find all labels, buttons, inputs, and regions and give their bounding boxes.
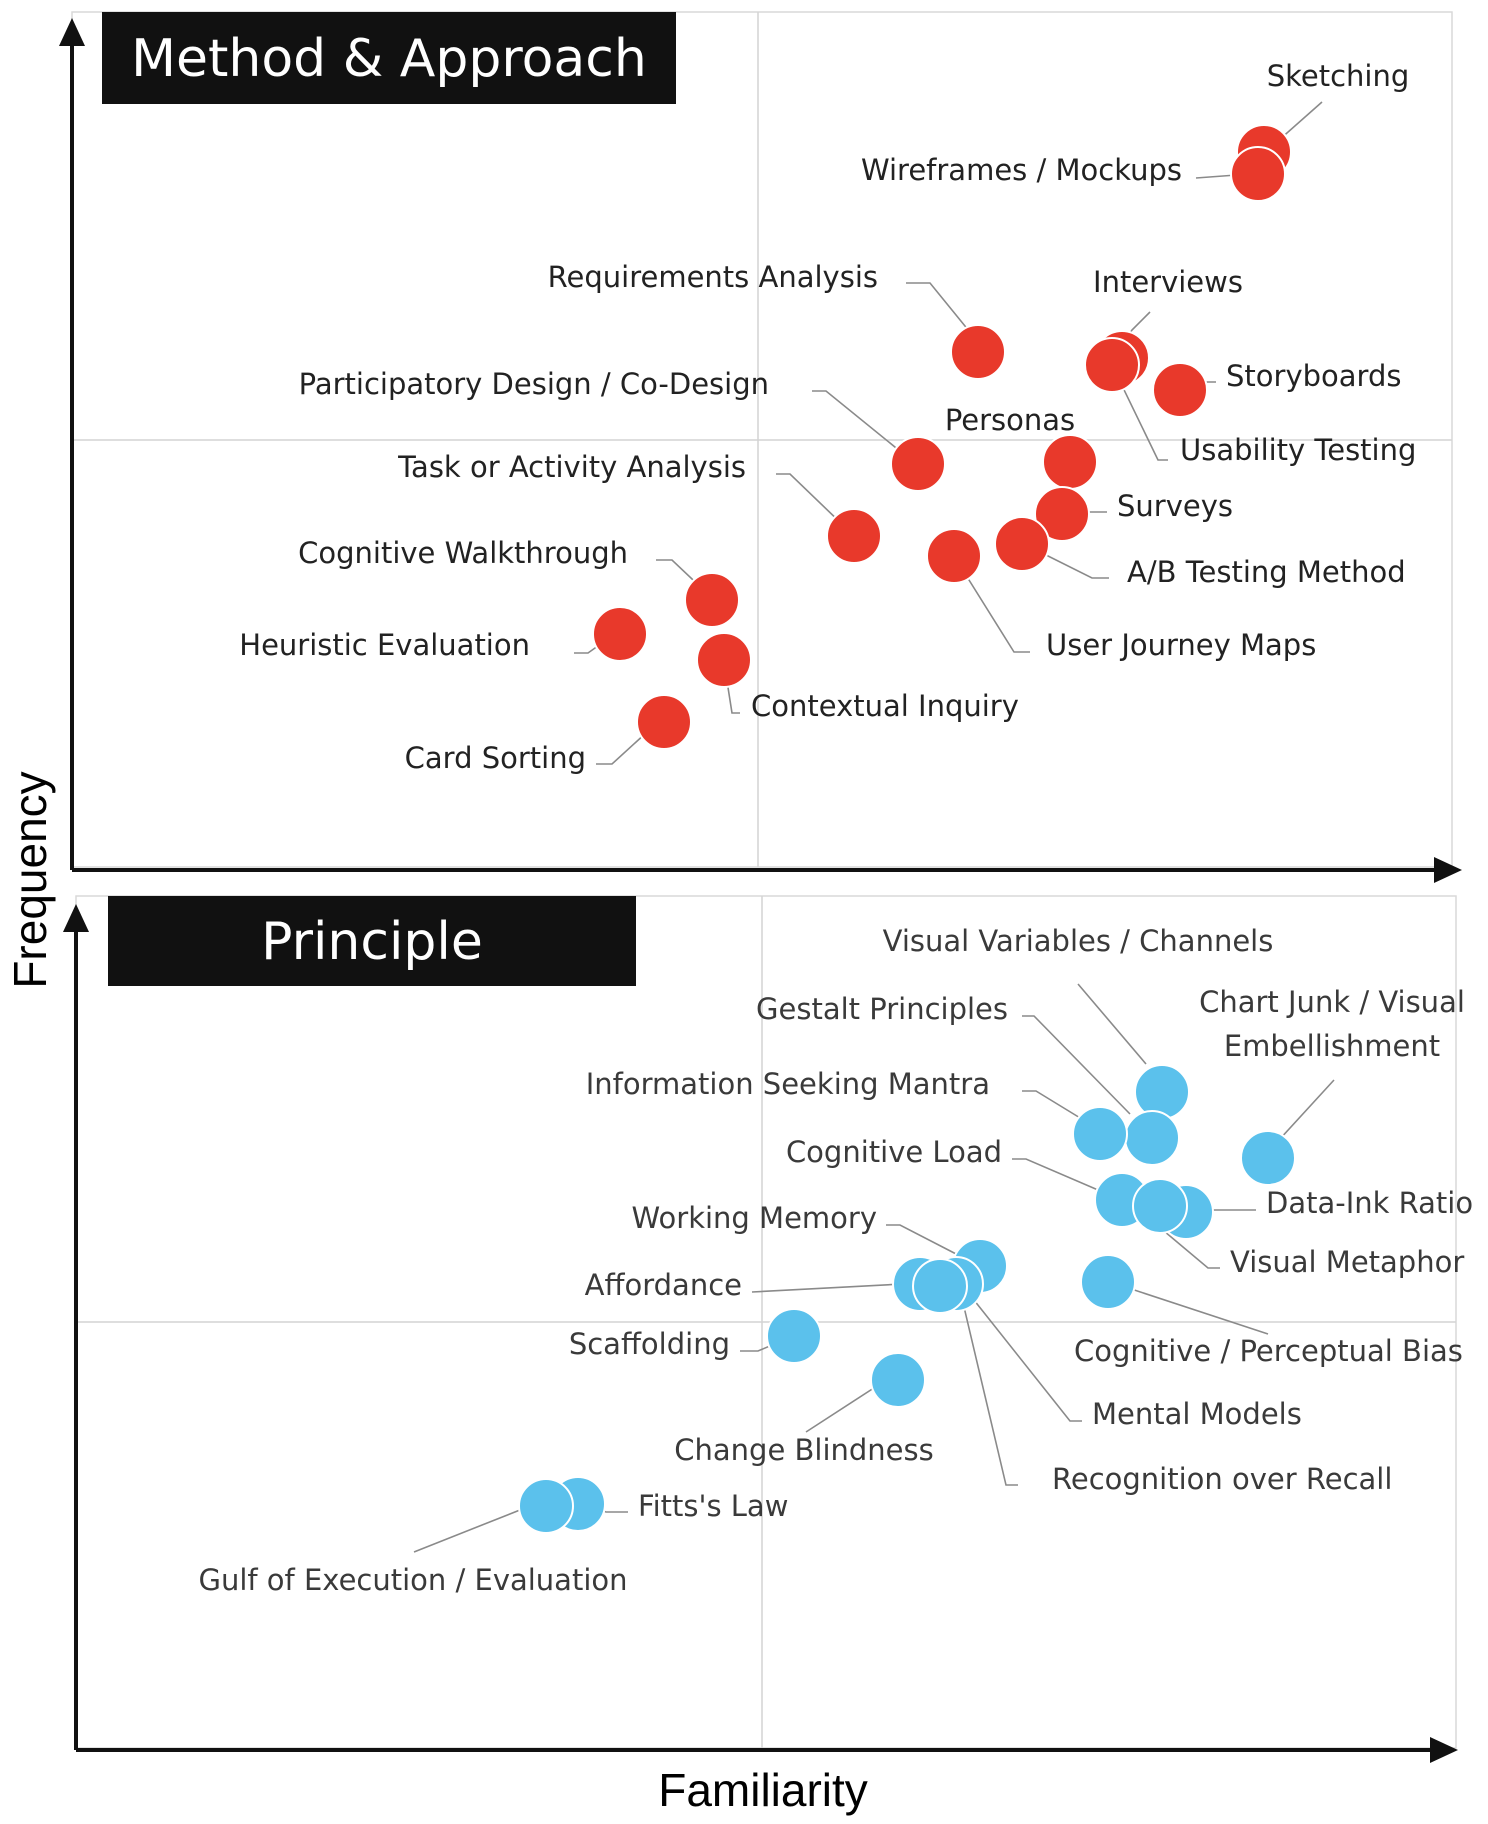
principle-label-chart-junk-visual-embellishment-line2: Embellishment: [1224, 1029, 1440, 1063]
principle-leader-cognitive-perceptual-bias: [1115, 1283, 1269, 1335]
principle-leader-information-seeking-mantra: [1022, 1090, 1091, 1125]
principle-label-recognition-over-recall: Recognition over Recall: [1052, 1462, 1392, 1496]
method-leader-task-or-activity-analysis: [776, 473, 847, 529]
method-point-task-or-activity-analysis: [826, 508, 882, 564]
principle-point-visual-variables-channels: [1134, 1064, 1190, 1120]
principle-leader-working-memory: [886, 1224, 961, 1257]
principle-leader-visual-metaphor: [1157, 1225, 1220, 1269]
method-leader-user-journey-maps: [953, 555, 1030, 653]
method-label-cognitive-walkthrough: Cognitive Walkthrough: [298, 536, 628, 570]
method-label-surveys: Surveys: [1117, 489, 1233, 523]
bottom-y-axis-arrow: [63, 904, 89, 932]
principle-leader-visual-variables-channels: [1077, 983, 1147, 1065]
principle-label-working-memory: Working Memory: [632, 1201, 877, 1235]
method-point-user-journey-maps: [926, 528, 982, 584]
bottom-point-labels: Visual Variables / Channels Gestalt Princ…: [198, 924, 1473, 1597]
x-axis-title: Familiarity: [658, 1764, 868, 1816]
principle-point-information-seeking-mantra: [1072, 1106, 1128, 1162]
method-point-storyboards: [1152, 362, 1208, 418]
principle-leader-cognitive-load: [1012, 1158, 1113, 1197]
bottom-points: [518, 1064, 1296, 1534]
principle-label-mental-models: Mental Models: [1092, 1397, 1302, 1431]
y-axis-title: Frequency: [4, 771, 56, 988]
method-label-wireframes-mockups: Wireframes / Mockups: [861, 153, 1182, 187]
method-label-requirements-analysis: Requirements Analysis: [548, 260, 878, 294]
method-label-card-sorting: Card Sorting: [405, 741, 586, 775]
method-label-interviews: Interviews: [1093, 265, 1243, 299]
method-label-task-or-activity-analysis: Task or Activity Analysis: [397, 450, 746, 484]
method-point-cognitive-walkthrough: [684, 572, 740, 628]
principle-leader-affordance: [751, 1283, 903, 1293]
method-leader-usability-testing: [1111, 364, 1168, 461]
principle-point-visual-metaphor: [1132, 1178, 1188, 1234]
bottom-panel-title: Principle: [108, 896, 636, 986]
principle-label-gestalt-principles: Gestalt Principles: [756, 992, 1008, 1026]
principle-label-visual-metaphor: Visual Metaphor: [1230, 1245, 1464, 1279]
method-point-personas: [1042, 434, 1098, 490]
principle-label-information-seeking-mantra: Information Seeking Mantra: [586, 1067, 990, 1101]
method-leader-requirements-analysis: [906, 282, 979, 343]
method-point-surveys: [1034, 486, 1090, 542]
principle-point-recognition-over-recall: [912, 1258, 968, 1314]
axes: [59, 18, 1462, 1763]
bottom-x-axis-arrow: [1430, 1737, 1458, 1763]
principle-point-scaffolding: [766, 1308, 822, 1364]
method-label-participatory-design-co-design: Participatory Design / Co-Design: [299, 367, 769, 401]
principle-point-chart-junk-visual-embellishment: [1240, 1130, 1296, 1186]
principle-point-gulf-of-execution-evaluation: [518, 1478, 574, 1534]
method-point-card-sorting: [636, 694, 692, 750]
method-point-participatory-design-co-design: [890, 436, 946, 492]
principle-label-chart-junk-visual-embellishment-line1: Chart Junk / Visual: [1199, 985, 1465, 1019]
method-label-sketching: Sketching: [1267, 59, 1410, 93]
method-label-a-b-testing-method: A/B Testing Method: [1127, 555, 1406, 589]
principle-label-scaffolding: Scaffolding: [569, 1327, 730, 1361]
method-label-storyboards: Storyboards: [1226, 359, 1401, 393]
principle-label-change-blindness: Change Blindness: [674, 1433, 934, 1467]
top-y-axis-arrow: [59, 18, 85, 46]
principle-label-cognitive-perceptual-bias: Cognitive / Perceptual Bias: [1074, 1334, 1463, 1368]
bottom-title-box: [108, 896, 636, 986]
principle-point-cognitive-perceptual-bias: [1080, 1254, 1136, 1310]
top-x-axis-arrow: [1434, 857, 1462, 883]
method-point-contextual-inquiry: [696, 632, 752, 688]
principle-label-cognitive-load: Cognitive Load: [786, 1135, 1002, 1169]
principle-leader-gulf-of-execution-evaluation: [413, 1505, 531, 1553]
method-leader-participatory-design-co-design: [812, 390, 907, 457]
principle-leader-mental-models: [965, 1289, 1082, 1422]
method-point-a-b-testing-method: [994, 516, 1050, 572]
principle-leader-change-blindness: [805, 1383, 881, 1433]
top-points: [592, 124, 1292, 750]
principle-label-affordance: Affordance: [585, 1268, 742, 1302]
principle-point-gestalt-principles: [1124, 1110, 1180, 1166]
method-label-usability-testing: Usability Testing: [1180, 433, 1416, 467]
principle-leader-gestalt-principles: [1022, 1015, 1131, 1115]
top-title-text: Method & Approach: [131, 29, 647, 89]
method-point-requirements-analysis: [950, 324, 1006, 380]
principle-point-change-blindness: [870, 1352, 926, 1408]
principle-leader-recognition-over-recall: [959, 1289, 1018, 1486]
method-label-personas: Personas: [945, 403, 1075, 437]
method-point-wireframes-mockups: [1230, 146, 1286, 202]
principle-label-fitts-s-law: Fitts's Law: [638, 1489, 788, 1523]
top-title-box: [102, 12, 676, 104]
top-point-labels: Sketching Wireframes / Mockups Requirement…: [239, 59, 1416, 775]
principle-label-visual-variables-channels: Visual Variables / Channels: [883, 924, 1274, 958]
top-panel-title: Method & Approach: [102, 12, 676, 104]
method-point-usability-testing: [1084, 337, 1140, 393]
bottom-title-text: Principle: [261, 912, 483, 972]
method-label-user-journey-maps: User Journey Maps: [1046, 628, 1316, 662]
method-label-heuristic-evaluation: Heuristic Evaluation: [239, 628, 530, 662]
principle-label-gulf-of-execution-evaluation: Gulf of Execution / Evaluation: [198, 1563, 627, 1597]
principle-label-data-ink-ratio: Data-Ink Ratio: [1266, 1186, 1473, 1220]
method-label-contextual-inquiry: Contextual Inquiry: [751, 689, 1019, 723]
method-point-heuristic-evaluation: [592, 606, 648, 662]
